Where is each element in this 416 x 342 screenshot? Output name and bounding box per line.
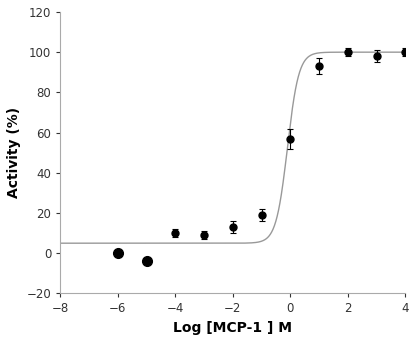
Y-axis label: Activity (%): Activity (%) xyxy=(7,107,21,198)
X-axis label: Log [MCP-1 ] M: Log [MCP-1 ] M xyxy=(173,321,292,335)
